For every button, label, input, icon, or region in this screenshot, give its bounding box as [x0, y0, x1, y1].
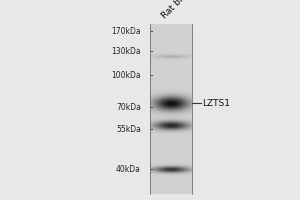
Text: 40kDa: 40kDa	[116, 164, 141, 173]
Text: LZTS1: LZTS1	[202, 98, 230, 108]
Text: 70kDa: 70kDa	[116, 102, 141, 112]
Text: 130kDa: 130kDa	[111, 46, 141, 55]
Text: 55kDa: 55kDa	[116, 124, 141, 134]
Text: Rat brain: Rat brain	[160, 0, 196, 20]
Text: 100kDa: 100kDa	[111, 71, 141, 79]
Text: 170kDa: 170kDa	[111, 26, 141, 36]
